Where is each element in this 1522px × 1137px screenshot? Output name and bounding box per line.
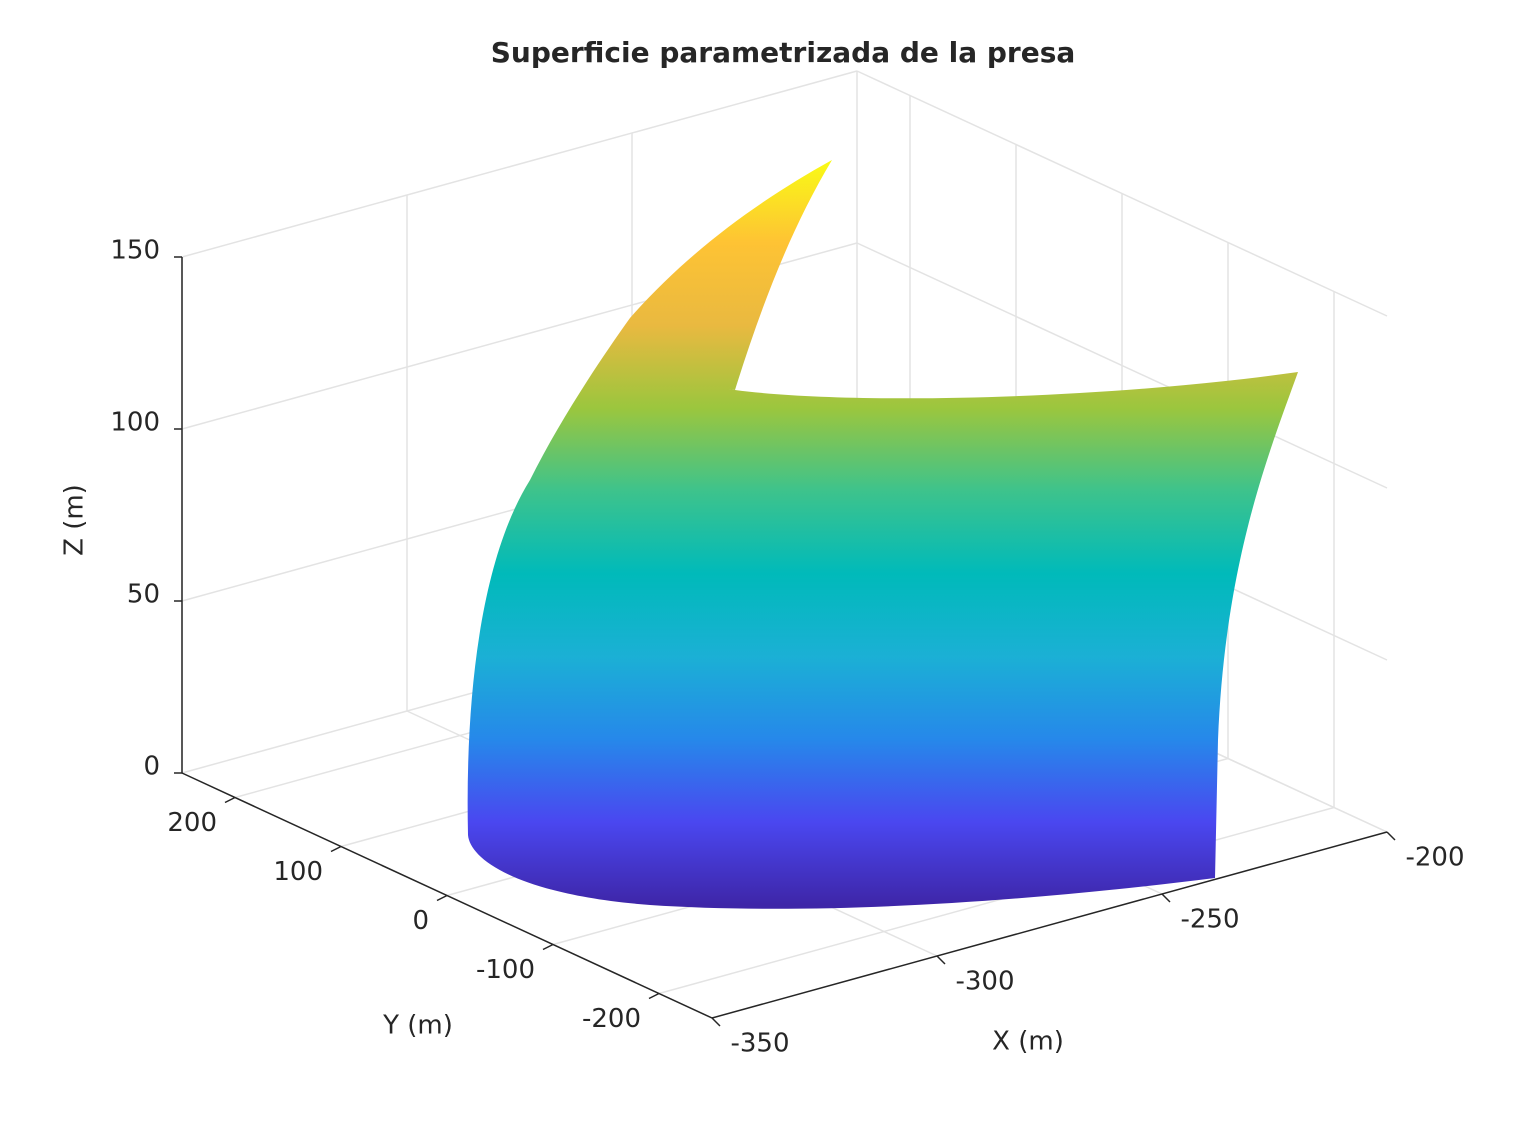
chart-title: Superficie parametrizada de la presa bbox=[491, 36, 1076, 69]
z-tick-label: 100 bbox=[110, 408, 160, 438]
grid-line bbox=[181, 70, 858, 258]
x-tick-label: -200 bbox=[1405, 843, 1464, 873]
grid-line bbox=[856, 242, 1388, 489]
z-tick-label: 50 bbox=[127, 580, 160, 610]
y-tick-label: 0 bbox=[412, 906, 429, 936]
y-tick-label: 100 bbox=[273, 857, 323, 887]
x-tick bbox=[1161, 893, 1171, 903]
x-tick-label: -350 bbox=[730, 1029, 789, 1059]
y-tick bbox=[648, 992, 660, 1000]
y-tick bbox=[436, 894, 448, 902]
y-tick bbox=[542, 943, 554, 951]
x-tick bbox=[1386, 831, 1396, 841]
y-axis-label: Y (m) bbox=[382, 1011, 453, 1041]
grid-line bbox=[856, 70, 1388, 317]
y-tick bbox=[224, 796, 236, 804]
x-tick bbox=[711, 1017, 721, 1027]
surface bbox=[467, 160, 1299, 909]
y-tick-label: 200 bbox=[167, 808, 217, 838]
z-tick-label: 150 bbox=[110, 236, 160, 266]
x-tick bbox=[936, 955, 946, 965]
surface-front bbox=[467, 318, 1299, 909]
x-axis bbox=[711, 831, 1388, 1019]
z-tick-label: 0 bbox=[143, 752, 160, 782]
grid-line bbox=[658, 806, 1335, 995]
y-tick-label: -100 bbox=[476, 955, 535, 985]
x-axis-label: X (m) bbox=[992, 1027, 1064, 1057]
x-tick-label: -250 bbox=[1180, 905, 1239, 935]
y-tick bbox=[330, 845, 342, 853]
z-axis-label: Z (m) bbox=[60, 484, 90, 556]
x-tick-label: -300 bbox=[955, 967, 1014, 997]
y-tick-label: -200 bbox=[582, 1004, 641, 1034]
surface-back bbox=[630, 160, 832, 390]
